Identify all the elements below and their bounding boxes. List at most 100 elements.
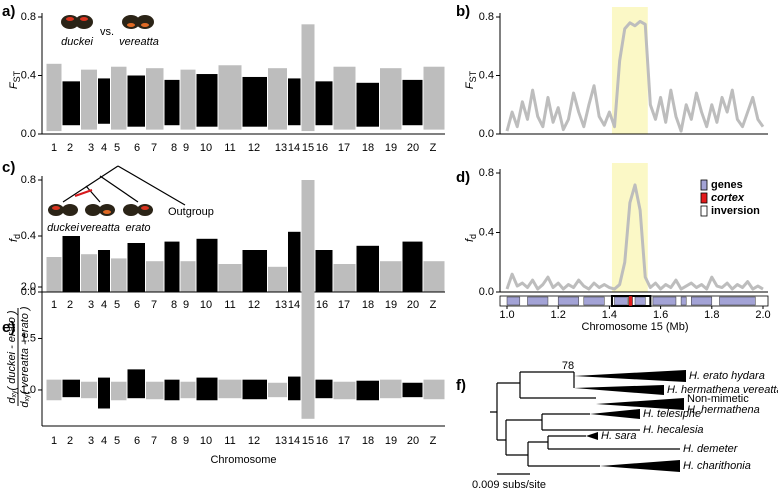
x-tick-label: 1.0: [499, 309, 514, 321]
y-tick-label: 0.0: [21, 128, 36, 140]
y-tick-label: 0.4: [21, 69, 36, 81]
x-tick-label: 14: [288, 299, 300, 311]
x-tick-label: 14: [288, 435, 300, 447]
bootstrap: 78: [562, 360, 574, 372]
panel-label: e): [2, 319, 15, 336]
x-tick-label: 3: [88, 299, 94, 311]
x-tick-label: 10: [200, 299, 212, 311]
x-tick-label: 6: [134, 435, 140, 447]
panel-label: a): [2, 3, 15, 20]
chromosome-range: [164, 379, 180, 401]
x-tick-label: 17: [338, 299, 350, 311]
y-axis-label-symbol: F: [464, 81, 476, 89]
cortex: [628, 295, 633, 307]
chromosome-range: [46, 257, 62, 292]
taxon: H. charithonia: [683, 460, 751, 472]
x-tick-label: 1.6: [653, 309, 668, 321]
y-axis-label-symbol: F: [8, 81, 20, 89]
taxon: H. sara: [601, 430, 636, 442]
x-tick-label: 2: [67, 142, 73, 154]
chromosome-range: [146, 261, 164, 292]
chromosome-range: [196, 74, 218, 127]
chromosome-range: [196, 238, 218, 292]
x-tick-label: 1.2: [551, 309, 566, 321]
x-tick-label: 13: [275, 142, 287, 154]
chromosome-range: [268, 68, 287, 130]
y-axis-label-sub: ST: [468, 70, 478, 82]
y-tick-label: 2.0: [21, 281, 36, 293]
butterflies: [61, 15, 154, 29]
x-tick-label: 5: [114, 142, 120, 154]
x-tick-label: 14: [288, 142, 300, 154]
annotation: vs.: [100, 26, 114, 38]
x-tick-label: 19: [385, 299, 397, 311]
line: [505, 183, 764, 291]
x-axis-label: Chromosome: [210, 454, 276, 466]
gene: [506, 296, 521, 306]
legend-swatch: [700, 179, 708, 191]
chromosome-range: [301, 287, 315, 419]
x-tick-label: 7: [151, 435, 157, 447]
x-tick-label: 13: [275, 435, 287, 447]
y-tick-label: 0.0: [21, 286, 36, 298]
x-tick-label: 18: [362, 435, 374, 447]
x-tick-label: 1: [51, 435, 57, 447]
x-tick-label: 20: [407, 435, 419, 447]
y-axis-label: fd: [464, 234, 478, 242]
chromosome-range: [46, 379, 62, 401]
x-tick-label: Z: [430, 435, 437, 447]
chromosome-range: [315, 81, 333, 126]
x-tick-label: 3: [88, 142, 94, 154]
y-axis-label-part: ( vereatta - erato ): [19, 306, 31, 394]
y-axis-label: FST: [464, 70, 478, 89]
x-tick-label: 4: [101, 435, 107, 447]
x-tick-label: 4: [101, 299, 107, 311]
gene: [691, 296, 713, 306]
gene: [527, 296, 549, 306]
y-axis-label-symbol: f: [464, 238, 476, 242]
panel-label: c): [2, 159, 15, 176]
y-axis-label: fd: [8, 234, 22, 242]
y-axis-label: dxy( vereatta - erato ): [19, 306, 31, 407]
chromosome-range: [242, 379, 267, 400]
chromosome-range: [81, 69, 97, 130]
x-tick-label: 11: [224, 142, 235, 154]
x-tick-label: 12: [248, 435, 260, 447]
x-tick-label: 1: [51, 299, 57, 311]
chromosome-range: [146, 381, 164, 400]
chromosome-range: [315, 379, 333, 399]
y-tick-label: 0.4: [479, 226, 494, 238]
chromosome-range: [402, 241, 423, 292]
x-tick-label: 17: [338, 142, 350, 154]
x-tick-label: 16: [316, 299, 328, 311]
annotation: Outgroup: [168, 206, 214, 218]
chromosome-range: [127, 369, 145, 399]
annotation: duckei: [47, 222, 79, 234]
chromosome-range: [423, 379, 445, 400]
x-tick-label: 3: [88, 435, 94, 447]
taxon: H. telesiphe: [643, 408, 701, 420]
annotation: vereatta: [119, 36, 159, 48]
x-tick-label: 11: [224, 299, 235, 311]
taxon: Non-mimetic: [687, 393, 749, 405]
x-tick-label: 16: [316, 142, 328, 154]
x-tick-label: 18: [362, 142, 374, 154]
y-axis-label-symbol: d: [6, 397, 18, 404]
x-tick-label: 8: [171, 299, 177, 311]
y-axis-label-sub: ST: [12, 70, 22, 82]
x-tick-label: 8: [171, 142, 177, 154]
chromosome-range: [62, 236, 80, 292]
chromosome-range: [164, 79, 180, 126]
y-tick-label: 0.0: [479, 128, 494, 140]
x-tick-label: 11: [224, 435, 235, 447]
chromosome-range: [180, 69, 196, 130]
chromosome-range: [380, 68, 402, 130]
scale-label: 0.009 subs/site: [472, 479, 546, 490]
taxon: H. demeter: [683, 443, 739, 455]
x-tick-label: 13: [275, 299, 287, 311]
x-tick-label: 7: [151, 142, 157, 154]
line: [505, 19, 765, 133]
x-tick-label: 17: [338, 435, 350, 447]
chromosome-range: [81, 381, 97, 399]
x-tick-label: 19: [385, 435, 397, 447]
